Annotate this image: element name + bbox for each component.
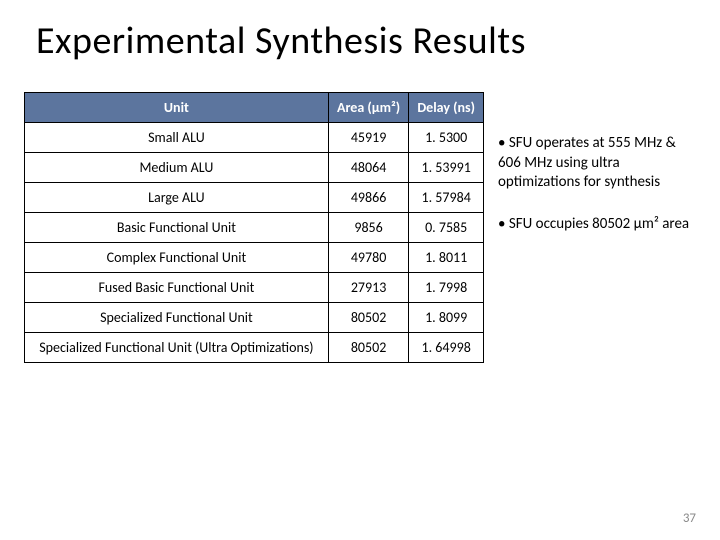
col-header-delay: Delay (ns)	[409, 93, 484, 123]
cell-delay: 0. 7585	[409, 213, 484, 243]
bullet-2: • SFU occupies 80502 µm² area	[498, 215, 690, 235]
table-header-row: Unit Area (µm²) Delay (ns)	[25, 93, 484, 123]
page-number: 37	[683, 511, 696, 526]
cell-unit: Complex Functional Unit	[25, 243, 329, 273]
table-row: Medium ALU 48064 1. 53991	[25, 153, 484, 183]
cell-area: 49866	[328, 183, 409, 213]
cell-area: 45919	[328, 123, 409, 153]
cell-delay: 1. 57984	[409, 183, 484, 213]
results-table: Unit Area (µm²) Delay (ns) Small ALU 459…	[24, 92, 484, 363]
bullet-1: • SFU operates at 555 MHz & 606 MHz usin…	[498, 134, 690, 193]
table-row: Basic Functional Unit 9856 0. 7585	[25, 213, 484, 243]
cell-area: 9856	[328, 213, 409, 243]
table-row: Specialized Functional Unit (Ultra Optim…	[25, 333, 484, 363]
cell-unit: Fused Basic Functional Unit	[25, 273, 329, 303]
cell-delay: 1. 7998	[409, 273, 484, 303]
cell-unit: Small ALU	[25, 123, 329, 153]
col-header-unit: Unit	[25, 93, 329, 123]
side-notes: • SFU operates at 555 MHz & 606 MHz usin…	[484, 92, 690, 256]
cell-unit: Large ALU	[25, 183, 329, 213]
table-row: Specialized Functional Unit 80502 1. 809…	[25, 303, 484, 333]
col-header-area: Area (µm²)	[328, 93, 409, 123]
cell-area: 27913	[328, 273, 409, 303]
cell-delay: 1. 8099	[409, 303, 484, 333]
cell-unit: Specialized Functional Unit	[25, 303, 329, 333]
cell-area: 80502	[328, 333, 409, 363]
cell-area: 80502	[328, 303, 409, 333]
table-row: Small ALU 45919 1. 5300	[25, 123, 484, 153]
content-area: Unit Area (µm²) Delay (ns) Small ALU 459…	[0, 64, 720, 363]
cell-delay: 1. 8011	[409, 243, 484, 273]
slide-title: Experimental Synthesis Results	[0, 0, 720, 64]
cell-delay: 1. 5300	[409, 123, 484, 153]
cell-delay: 1. 53991	[409, 153, 484, 183]
table-row: Complex Functional Unit 49780 1. 8011	[25, 243, 484, 273]
cell-delay: 1. 64998	[409, 333, 484, 363]
cell-unit: Specialized Functional Unit (Ultra Optim…	[25, 333, 329, 363]
cell-area: 49780	[328, 243, 409, 273]
cell-unit: Medium ALU	[25, 153, 329, 183]
cell-unit: Basic Functional Unit	[25, 213, 329, 243]
table-row: Large ALU 49866 1. 57984	[25, 183, 484, 213]
cell-area: 48064	[328, 153, 409, 183]
table-row: Fused Basic Functional Unit 27913 1. 799…	[25, 273, 484, 303]
